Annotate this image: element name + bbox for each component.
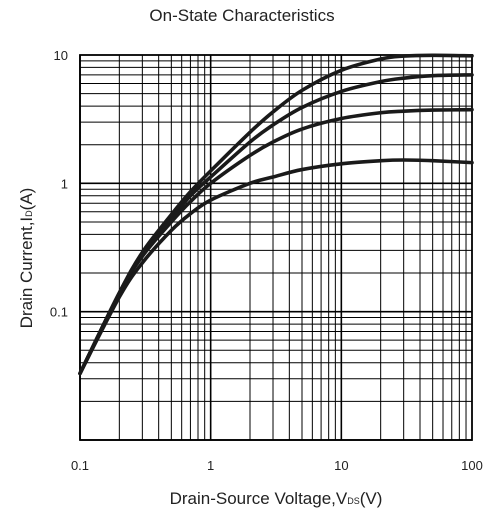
y-axis-label: Drain Current,ID(A): [17, 108, 37, 408]
x-tick-label: 0.1: [71, 458, 89, 473]
x-tick-label: 100: [461, 458, 483, 473]
y-tick-label: 0.1: [50, 305, 68, 320]
x-tick-label: 10: [334, 458, 348, 473]
series-curve-1: [78, 158, 474, 376]
series-layer: [78, 53, 474, 376]
y-tick-label: 10: [54, 48, 68, 63]
y-axis-label-main: Drain Current,I: [17, 216, 36, 329]
chart-title: On-State Characteristics: [149, 6, 335, 25]
y-tick-label: 1: [61, 176, 68, 191]
x-tick-label: 1: [207, 458, 214, 473]
y-axis-label-subscript: D: [24, 210, 34, 217]
series-curve-4: [78, 53, 474, 376]
grid-layer: [79, 54, 473, 441]
plot-frame: [79, 54, 473, 441]
tick-label-layer: 0.1 1 10 100 0.1 1 10: [50, 48, 483, 473]
x-axis-label: Drain-Source Voltage,VDS(V): [80, 489, 472, 509]
series-curve-2: [78, 107, 474, 376]
x-axis-label-unit: (V): [359, 489, 383, 508]
y-axis-label-unit: (A): [17, 187, 36, 211]
series-curve-3: [78, 73, 474, 376]
x-axis-label-main: Drain-Source Voltage,V: [169, 489, 348, 508]
x-axis-label-subscript: DS: [347, 496, 360, 506]
